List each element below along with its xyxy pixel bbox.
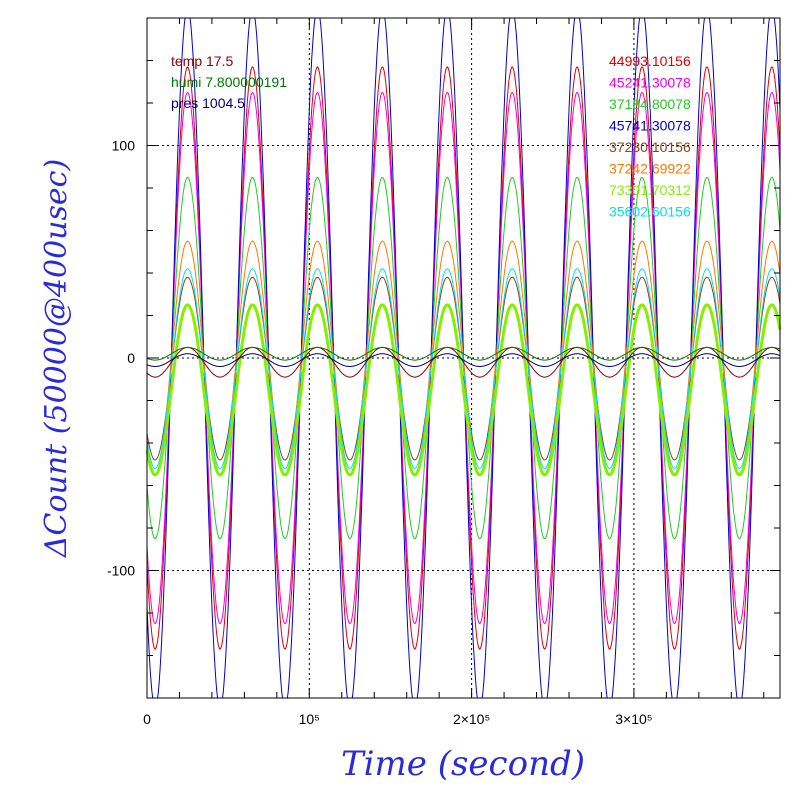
- legend-right-2: 37184.80078: [609, 96, 691, 112]
- ticks: 0 10⁵ 2×10⁵ 3×10⁵ 100 0 -100: [107, 17, 780, 727]
- series-line-9: [146, 346, 781, 361]
- legend-right-7: 35602.60156: [609, 204, 691, 220]
- legend-right-5: 37242.69922: [609, 161, 691, 177]
- series-line-6: [145, 303, 782, 477]
- legend-left-0: temp 17.5: [171, 53, 233, 69]
- y-axis-title: ΔCount (50000@400usec): [39, 159, 74, 558]
- legend-left-1: humi 7.800000191: [171, 74, 287, 90]
- legend-right-3: 45741.30078: [609, 118, 691, 134]
- legend-left-2: pres 1004.5: [171, 95, 245, 111]
- y-tick-label-1: 0: [127, 350, 135, 366]
- legend-right-6: 73301.70312: [609, 182, 691, 198]
- x-tick-label-0: 0: [143, 711, 151, 727]
- legend-right-0: 44993.10156: [609, 53, 691, 69]
- x-axis-title: Time (second): [341, 744, 585, 784]
- series-line-10: [146, 353, 781, 367]
- legend-right-4: 37230.10156: [609, 139, 691, 155]
- legend: temp 17.5 humi 7.800000191 pres 1004.5 4499…: [171, 53, 691, 220]
- x-tick-label-1: 10⁵: [299, 711, 320, 727]
- x-tick-label-2: 2×10⁵: [453, 711, 490, 727]
- x-tick-label-3: 3×10⁵: [615, 711, 652, 727]
- y-tick-label-0: 100: [112, 138, 136, 154]
- series-line-7: [146, 268, 781, 470]
- y-tick-label-2: -100: [107, 563, 135, 579]
- legend-right-1: 45241.30078: [609, 75, 691, 91]
